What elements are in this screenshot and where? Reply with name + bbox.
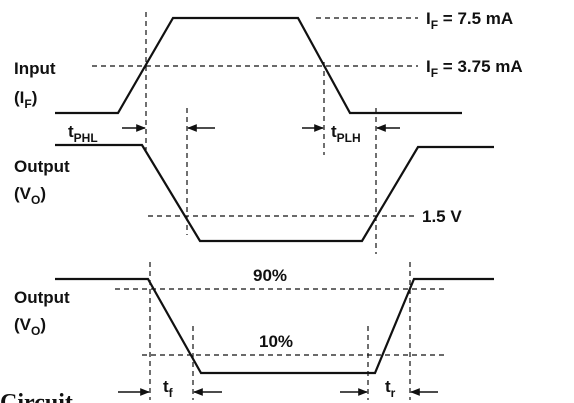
- t-plh-label: tPLH: [331, 122, 361, 145]
- t-phl-label: tPHL: [68, 122, 98, 145]
- output-transition-signal-label: Output: [14, 288, 70, 307]
- ten-percent-label: 10%: [259, 332, 293, 351]
- output-transition-signal-symbol: (VO): [14, 315, 46, 338]
- if-mid-level-label: IF = 3.75 mA: [426, 57, 523, 80]
- caption-fragment: Circuit: [0, 390, 73, 403]
- vo-threshold-label: 1.5 V: [422, 207, 462, 226]
- output-signal-symbol: (VO): [14, 184, 46, 207]
- t-r-label: tr: [385, 377, 396, 400]
- input-signal-label: Input: [14, 59, 56, 78]
- output-waveform-propagation: [55, 143, 494, 243]
- input-waveform: [55, 16, 462, 115]
- output-signal-label: Output: [14, 157, 70, 176]
- ninety-percent-label: 90%: [253, 266, 287, 285]
- t-f-label: tf: [163, 377, 174, 400]
- if-high-level-label: IF = 7.5 mA: [426, 9, 513, 32]
- output-waveform-transition: [55, 277, 494, 375]
- input-signal-symbol: (IF): [14, 88, 37, 111]
